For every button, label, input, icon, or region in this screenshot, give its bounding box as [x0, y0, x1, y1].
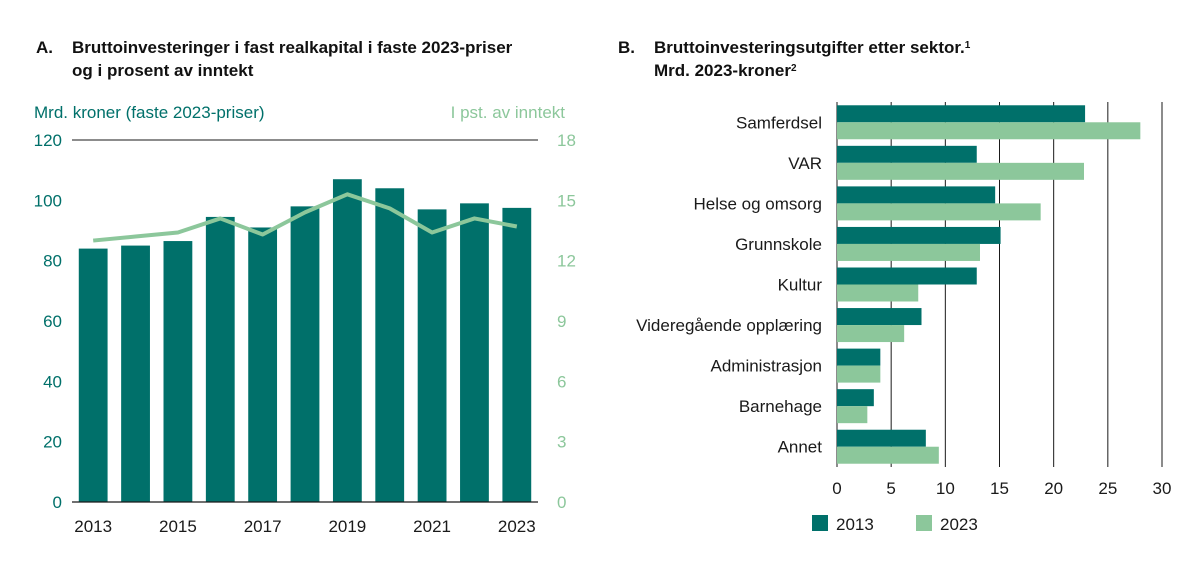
chart-b-bar-2013 [837, 308, 922, 326]
chart-b-xtick-label: 25 [1098, 479, 1117, 498]
chart-a-ylabel: Mrd. kroner (faste 2023-priser) [34, 103, 265, 122]
chart-b-xtick-label: 5 [886, 479, 895, 498]
panel-a-title-line1: Bruttoinvesteringer i fast realkapital i… [72, 38, 513, 57]
chart-a-y2tick-label: 6 [557, 372, 566, 391]
chart-b-bar-2023 [837, 406, 868, 424]
chart-b-bar-2013 [837, 429, 926, 447]
chart-a-ytick-label: 120 [34, 131, 62, 150]
chart-b-bar-2013 [837, 348, 881, 366]
chart-b-category-label: Administrasjon [711, 357, 823, 376]
chart-a-xtick-label: 2023 [498, 517, 536, 536]
chart-a-y2tick-label: 12 [557, 252, 576, 271]
chart-b-xtick-label: 15 [990, 479, 1009, 498]
chart-b-bar-2013 [837, 145, 977, 163]
chart-a-xtick-label: 2015 [159, 517, 197, 536]
chart-a-ytick-label: 0 [53, 493, 62, 512]
chart-a-xtick-label: 2021 [413, 517, 451, 536]
chart-b-bar-2023 [837, 446, 939, 464]
chart-b-bar-2013 [837, 267, 977, 285]
chart-a-y2tick-label: 9 [557, 312, 566, 331]
panel-b-title-line1: Bruttoinvesteringsutgifter etter sektor. [654, 38, 965, 57]
chart-b-xtick-label: 10 [936, 479, 955, 498]
chart-b-xtick-label: 20 [1044, 479, 1063, 498]
chart-b-bar-2013 [837, 186, 996, 204]
panel-b-title-line1-wrap: Bruttoinvesteringsutgifter etter sektor.… [654, 36, 1118, 59]
chart-a-ytick-label: 20 [43, 433, 62, 452]
chart-a-bar [417, 209, 447, 502]
chart-a-bar [121, 245, 150, 503]
chart-b-legend-label: 2023 [940, 515, 978, 534]
chart-a-y2tick-label: 15 [557, 191, 576, 210]
chart-b-category-label: Barnehage [739, 397, 822, 416]
chart-b-category-label: Grunnskole [735, 235, 822, 254]
panel-b-title: B. Bruttoinvesteringsutgifter etter sekt… [618, 36, 1118, 82]
chart-b-xtick-label: 0 [832, 479, 841, 498]
chart-a-y2tick-label: 18 [557, 131, 576, 150]
chart-a-bar [290, 206, 320, 502]
panel-b-footnote-2: 2 [791, 63, 797, 74]
chart-a-ytick-label: 60 [43, 312, 62, 331]
chart-b-category-label: Samferdsel [736, 113, 822, 132]
chart-b-category-label: Kultur [778, 276, 823, 295]
chart-b-category-label: Videregående opplæring [636, 316, 822, 335]
chart-b-legend-swatch [916, 515, 932, 531]
chart-b-bar-2013 [837, 226, 1001, 244]
chart-a-xtick-label: 2013 [74, 517, 112, 536]
chart-b-bar-2023 [837, 243, 980, 261]
panel-b-letter: B. [618, 38, 635, 57]
chart-a-ytick-label: 40 [43, 372, 62, 391]
panel-a-letter: A. [36, 38, 53, 57]
chart-b-xtick-label: 30 [1153, 479, 1172, 498]
chart-a-bar [163, 241, 193, 502]
chart-a-bar [375, 188, 405, 502]
chart-b-bar-2023 [837, 203, 1041, 221]
chart-b-category-label: VAR [788, 154, 822, 173]
panel-a-title: A. Bruttoinvesteringer i fast realkapita… [36, 36, 576, 82]
chart-b-bar-2013 [837, 105, 1086, 123]
chart-a-bar [460, 203, 489, 502]
chart-b-bar-2023 [837, 122, 1141, 140]
chart-b-bar-2013 [837, 389, 874, 407]
chart-a-ytick-label: 100 [34, 191, 62, 210]
chart-a-ytick-label: 80 [43, 252, 62, 271]
chart-a-bar [248, 227, 278, 502]
chart-a-bar [332, 179, 362, 502]
chart-a-y2label: I pst. av inntekt [451, 103, 566, 122]
chart-b-legend-swatch [812, 515, 828, 531]
panel-b-title-line2-wrap: Mrd. 2023-kroner2 [654, 59, 1118, 82]
chart-b-category-label: Annet [778, 438, 823, 457]
panel-b-title-line2: Mrd. 2023-kroner [654, 61, 791, 80]
chart-b-category-label: Helse og omsorg [693, 194, 822, 213]
chart-a-bar [502, 207, 532, 502]
chart-b-bar-2023 [837, 162, 1084, 180]
chart-a-y2tick-label: 3 [557, 433, 566, 452]
chart-a-xtick-label: 2017 [244, 517, 282, 536]
chart-a-bar [205, 216, 235, 503]
chart-b-bar-2023 [837, 284, 919, 302]
chart-b-bar-2023 [837, 365, 881, 383]
chart-b-legend-label: 2013 [836, 515, 874, 534]
chart-a-xtick-label: 2019 [328, 517, 366, 536]
panel-a-title-line2: og i prosent av inntekt [72, 61, 254, 80]
chart-b-bar-2023 [837, 325, 905, 343]
panel-b-footnote-1: 1 [964, 40, 971, 51]
chart-a: Mrd. kroner (faste 2023-priser) I pst. av… [34, 103, 576, 536]
chart-a-y2tick-label: 0 [557, 493, 566, 512]
chart-a-bar [78, 248, 108, 502]
